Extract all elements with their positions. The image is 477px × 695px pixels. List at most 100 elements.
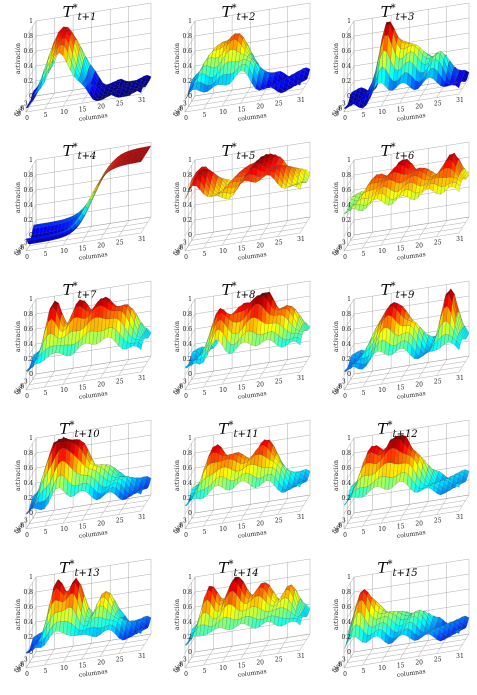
- panel-title: T*t+1: [0, 0, 159, 26]
- y-tick-label: 3: [183, 378, 187, 385]
- axes-box: [25, 141, 152, 252]
- y-tick-label: 9: [17, 528, 21, 535]
- surface-patch: [137, 342, 143, 350]
- axes-box: [25, 558, 152, 669]
- y-tick-label: 6: [339, 245, 343, 252]
- z-tick-label: 0.4: [23, 341, 33, 348]
- x-tick-label: 20: [415, 103, 423, 110]
- panel-title-subscript: t+14: [233, 568, 259, 579]
- panel-title-subscript: t+10: [74, 429, 100, 440]
- z-tick-label: 0.2: [182, 495, 192, 502]
- x-tick-label: 10: [60, 109, 68, 116]
- x-tick-label: 31: [138, 514, 146, 521]
- y-tick-label: 6: [21, 384, 25, 391]
- x-tick-label: 20: [415, 242, 423, 249]
- surface-mesh: [343, 288, 470, 372]
- y-tick-label: 6: [21, 245, 25, 252]
- panel-title-main: T: [380, 281, 391, 299]
- x-tick-label: 15: [238, 523, 246, 530]
- panel-title-star: *: [72, 3, 78, 14]
- y-tick-label: 9: [335, 111, 339, 118]
- surface-patch: [455, 483, 461, 488]
- y-tick-label: 9: [176, 389, 180, 396]
- x-tick-label: 20: [256, 659, 264, 666]
- x-axis-label: columnas: [396, 112, 426, 123]
- panel-title-main: T: [377, 420, 388, 438]
- y-tick-label: 9: [335, 250, 339, 257]
- surface-panel: T*t+5 0 0.2 0.4 0.6 0.8 1 0 5 10 15 20 25 31 3 6 9 activa…: [159, 139, 318, 278]
- x-tick-label: 0: [25, 254, 29, 261]
- panel-title: T*t+9: [318, 278, 477, 304]
- y-tick-label: 6: [339, 106, 343, 113]
- x-tick-label: 31: [456, 375, 464, 382]
- x-tick-label: 10: [378, 665, 386, 672]
- panel-title-subscript: t+6: [395, 151, 415, 162]
- z-axis-label: activación: [15, 599, 22, 630]
- z-tick-label: 0.2: [341, 634, 351, 641]
- z-tick-label: 0.2: [23, 217, 33, 224]
- x-tick-label: 0: [25, 671, 29, 678]
- x-tick-label: 0: [25, 393, 29, 400]
- x-tick-label: 5: [44, 529, 48, 536]
- z-tick-label: 0.2: [182, 356, 192, 363]
- z-tick-label: 0.2: [341, 217, 351, 224]
- surface-plot: 00.20.40.60.810 5 10 15 20 25 31369activaciónc…: [13, 419, 152, 540]
- x-tick-label: 0: [184, 393, 188, 400]
- z-tick-label: 0.4: [341, 619, 351, 626]
- y-tick-label: 9: [335, 389, 339, 396]
- x-tick-label: 25: [116, 517, 124, 524]
- panel-title-star: *: [231, 281, 237, 292]
- panel-title-main: T: [59, 559, 70, 577]
- z-tick-label: 0: [347, 649, 351, 656]
- surface-mesh: [343, 152, 470, 214]
- panel-title-subscript: t+15: [392, 568, 418, 579]
- x-tick-label: 5: [362, 251, 366, 258]
- x-tick-label: 5: [203, 112, 207, 119]
- x-tick-label: 20: [97, 103, 105, 110]
- surface-mesh: [25, 145, 152, 245]
- y-tick-label: 6: [339, 523, 343, 530]
- z-tick-label: 0.6: [341, 48, 351, 55]
- z-tick-label: 0: [347, 232, 351, 239]
- panel-title-main: T: [59, 420, 70, 438]
- x-tick-label: 31: [138, 97, 146, 104]
- x-tick-label: 31: [297, 236, 305, 243]
- panel-title: T*t+15: [318, 556, 477, 582]
- x-tick-label: 20: [256, 242, 264, 249]
- surface-panel: T*t+7 0 0.2 0.4 0.6 0.8 1 0 5 10 15 20 25 31 3 6 9 activa…: [0, 278, 159, 417]
- x-tick-label: 31: [297, 653, 305, 660]
- z-axis-label: activación: [15, 321, 22, 352]
- panel-title-main: T: [377, 559, 388, 577]
- z-tick-label: 0.8: [23, 589, 33, 596]
- x-tick-label: 31: [456, 236, 464, 243]
- y-tick-label: 9: [335, 667, 339, 674]
- z-tick-label: 0.6: [23, 465, 33, 472]
- x-tick-label: 25: [116, 239, 124, 246]
- x-tick-label: 31: [297, 514, 305, 521]
- z-tick-label: 0: [29, 93, 33, 100]
- z-tick-label: 0.6: [182, 604, 192, 611]
- z-tick-label: 0.6: [182, 187, 192, 194]
- surface-patch: [296, 483, 302, 488]
- y-tick-label: 6: [339, 662, 343, 669]
- x-axis-label: columnas: [396, 251, 426, 262]
- z-tick-label: 1: [347, 157, 351, 164]
- z-tick-label: 0.6: [23, 48, 33, 55]
- y-tick-label: 6: [180, 245, 184, 252]
- panel-title-star: *: [72, 142, 78, 153]
- z-tick-label: 0.2: [23, 495, 33, 502]
- z-tick-label: 1: [29, 296, 33, 303]
- x-axis-label: columnas: [78, 112, 108, 123]
- surface-patch: [455, 82, 461, 89]
- panel-title-main: T: [62, 3, 73, 21]
- surface-mesh: [25, 296, 152, 372]
- surface-panel: T*t+14 0 0.2 0.4 0.6 0.8 1 0 5 10 15 20 25 31 3 6 9 activ…: [159, 556, 318, 695]
- z-tick-label: 0: [29, 232, 33, 239]
- x-tick-label: 15: [238, 106, 246, 113]
- z-tick-label: 0.2: [182, 78, 192, 85]
- x-axis-label: columnas: [237, 390, 267, 401]
- surface-panel: T*t+13 0 0.2 0.4 0.6 0.8 1 0 5 10 15 20 25 31 3 6 9 activ…: [0, 556, 159, 695]
- y-tick-label: 9: [176, 111, 180, 118]
- z-tick-label: 0.6: [23, 604, 33, 611]
- z-tick-label: 0.6: [341, 187, 351, 194]
